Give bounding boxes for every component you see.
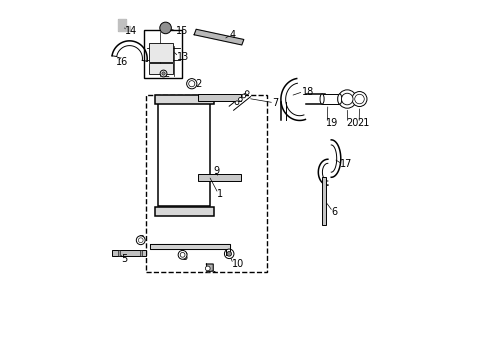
Text: 9: 9	[213, 166, 219, 176]
Text: 2: 2	[163, 68, 169, 78]
Circle shape	[242, 94, 245, 98]
Text: 4: 4	[229, 30, 235, 40]
Circle shape	[235, 101, 239, 105]
Text: 16: 16	[116, 57, 128, 67]
Circle shape	[337, 90, 356, 108]
Bar	[155, 95, 213, 104]
Text: 14: 14	[124, 26, 137, 36]
Bar	[140, 250, 142, 256]
Ellipse shape	[337, 94, 341, 104]
Circle shape	[178, 251, 186, 259]
Bar	[322, 177, 325, 225]
Bar	[148, 43, 173, 62]
Text: 3: 3	[138, 235, 144, 245]
Circle shape	[351, 91, 366, 107]
Text: 10: 10	[231, 259, 244, 269]
Circle shape	[162, 72, 165, 75]
Circle shape	[138, 238, 143, 243]
Text: 6: 6	[330, 207, 337, 217]
Circle shape	[238, 98, 242, 101]
Ellipse shape	[319, 94, 324, 104]
Text: 20: 20	[345, 118, 358, 128]
Circle shape	[341, 93, 352, 105]
Bar	[112, 250, 145, 256]
Circle shape	[354, 94, 364, 104]
Circle shape	[160, 22, 171, 34]
Bar	[197, 174, 241, 181]
Text: 5: 5	[121, 254, 127, 264]
Bar	[197, 94, 241, 101]
Circle shape	[136, 236, 145, 245]
Polygon shape	[194, 29, 244, 45]
Text: 8: 8	[181, 252, 187, 262]
Polygon shape	[150, 244, 230, 255]
Polygon shape	[118, 19, 129, 31]
Text: 15: 15	[175, 26, 188, 36]
Text: 21: 21	[357, 118, 369, 128]
Text: 18: 18	[301, 86, 313, 96]
FancyBboxPatch shape	[145, 95, 266, 272]
Bar	[148, 63, 173, 73]
Bar	[155, 207, 213, 216]
FancyBboxPatch shape	[144, 30, 181, 78]
Circle shape	[205, 266, 210, 271]
Text: 7: 7	[272, 98, 278, 108]
Bar	[322, 94, 339, 104]
Text: 17: 17	[340, 159, 352, 169]
Circle shape	[188, 81, 194, 87]
Bar	[117, 250, 120, 256]
Text: 19: 19	[325, 118, 337, 128]
Polygon shape	[206, 264, 213, 272]
Text: 12: 12	[190, 79, 203, 89]
Text: 13: 13	[177, 51, 189, 62]
Circle shape	[245, 91, 248, 94]
Circle shape	[160, 70, 166, 77]
Bar	[158, 103, 210, 206]
Text: 1: 1	[216, 189, 222, 199]
Text: 11: 11	[205, 265, 217, 274]
Circle shape	[224, 249, 233, 258]
Circle shape	[180, 252, 184, 257]
Circle shape	[226, 251, 231, 256]
Circle shape	[186, 78, 197, 89]
